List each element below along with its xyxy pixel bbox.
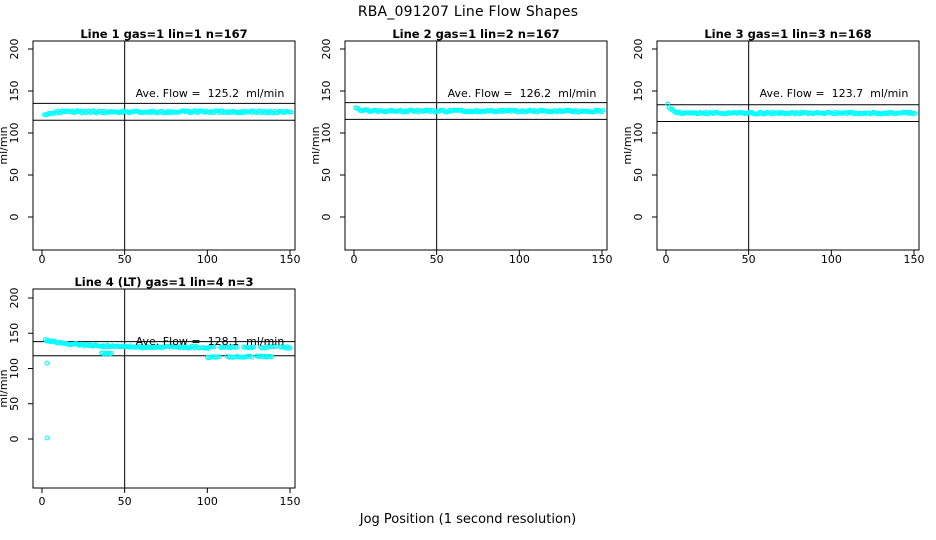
svg-text:150: 150 (632, 81, 645, 102)
svg-text:0: 0 (39, 495, 46, 508)
plot-box (32, 288, 296, 489)
svg-text:0: 0 (663, 253, 670, 266)
y-axis-ticks: 0 50 100 150 200 (8, 39, 33, 221)
ave-flow-annotation: Ave. Flow = 126.2 ml/min (447, 87, 597, 100)
y-axis-ticks: 0 50 100 150 200 (8, 288, 33, 443)
svg-text:100: 100 (8, 358, 21, 379)
y-axis-unit-label: ml/min (312, 126, 322, 164)
panel-line-3: 0 50 100 150 0 50 100 150 200 ml/min Line 3 gas=1… (624, 20, 936, 272)
data-points (353, 105, 606, 115)
svg-text:200: 200 (632, 39, 645, 60)
svg-text:150: 150 (280, 253, 301, 266)
x-axis-ticks: 0 50 100 150 (39, 488, 301, 508)
y-axis-unit-label: ml/min (0, 126, 10, 164)
svg-text:50: 50 (118, 495, 132, 508)
svg-text:0: 0 (8, 214, 21, 221)
ave-flow-annotation: Ave. Flow = 125.2 ml/min (135, 87, 285, 100)
svg-text:150: 150 (8, 323, 21, 344)
svg-text:100: 100 (197, 495, 218, 508)
y-axis-unit-label: ml/min (0, 369, 10, 407)
data-points (42, 108, 294, 118)
svg-text:150: 150 (280, 495, 301, 508)
data-points (42, 337, 293, 441)
svg-text:200: 200 (8, 39, 21, 60)
svg-text:0: 0 (39, 253, 46, 266)
svg-text:50: 50 (118, 253, 132, 266)
panel-line-4-plot-svg: 0 50 100 150 0 50 100 150 200 ml/min (0, 288, 301, 509)
panel-line-2-plot-svg: 0 50 100 150 0 50 100 150 200 ml/min (312, 39, 613, 267)
x-axis-ticks: 0 50 100 150 (351, 250, 613, 266)
svg-text:200: 200 (320, 39, 333, 60)
svg-text:200: 200 (8, 288, 21, 309)
svg-text:50: 50 (742, 253, 756, 266)
svg-text:100: 100 (8, 123, 21, 144)
x-axis-ticks: 0 50 100 150 (663, 250, 925, 266)
svg-text:100: 100 (632, 123, 645, 144)
plot-box (344, 40, 608, 251)
plot-box (656, 40, 920, 251)
x-axis-label: Jog Position (1 second resolution) (359, 512, 577, 527)
y-axis-ticks: 0 50 100 150 200 (632, 39, 657, 221)
chart-title: RBA_091207 Line Flow Shapes (357, 4, 579, 20)
ave-flow-annotation: Ave. Flow = 128.1 ml/min (135, 335, 285, 348)
svg-text:100: 100 (821, 253, 842, 266)
svg-text:50: 50 (632, 168, 645, 182)
svg-text:150: 150 (592, 253, 613, 266)
plot-box (32, 40, 296, 251)
svg-text:0: 0 (351, 253, 358, 266)
svg-text:50: 50 (430, 253, 444, 266)
panel-title: Line 4 (LT) gas=1 lin=4 n=3 (74, 275, 254, 289)
svg-text:150: 150 (904, 253, 925, 266)
panel-line-3-plot-svg: 0 50 100 150 0 50 100 150 200 ml/min (624, 39, 925, 267)
panel-title: Line 2 gas=1 lin=2 n=167 (392, 27, 560, 41)
svg-text:150: 150 (8, 81, 21, 102)
svg-text:50: 50 (8, 168, 21, 182)
y-axis-unit-label: ml/min (624, 126, 634, 164)
svg-text:0: 0 (8, 436, 21, 443)
svg-text:150: 150 (320, 81, 333, 102)
y-axis-ticks: 0 50 100 150 200 (320, 39, 345, 221)
panel-line-4: 0 50 100 150 0 50 100 150 200 ml/min Line 4 (LT) … (0, 268, 312, 520)
panel-line-2: 0 50 100 150 0 50 100 150 200 ml/min Line 2 gas=1… (312, 20, 624, 272)
data-points (665, 101, 918, 117)
panel-line-1: 0 50 100 150 0 50 100 150 200 ml/min Line 1 gas=1… (0, 20, 312, 272)
panel-line-1-plot-svg: 0 50 100 150 0 50 100 150 200 ml/min (0, 39, 301, 267)
svg-text:0: 0 (632, 214, 645, 221)
panel-title: Line 1 gas=1 lin=1 n=167 (80, 27, 248, 41)
svg-text:50: 50 (320, 168, 333, 182)
svg-text:100: 100 (320, 123, 333, 144)
panel-title: Line 3 gas=1 lin=3 n=168 (704, 27, 872, 41)
svg-text:50: 50 (8, 397, 21, 411)
ave-flow-annotation: Ave. Flow = 123.7 ml/min (759, 87, 909, 100)
svg-text:100: 100 (509, 253, 530, 266)
svg-text:100: 100 (197, 253, 218, 266)
svg-text:0: 0 (320, 214, 333, 221)
x-axis-ticks: 0 50 100 150 (39, 250, 301, 266)
